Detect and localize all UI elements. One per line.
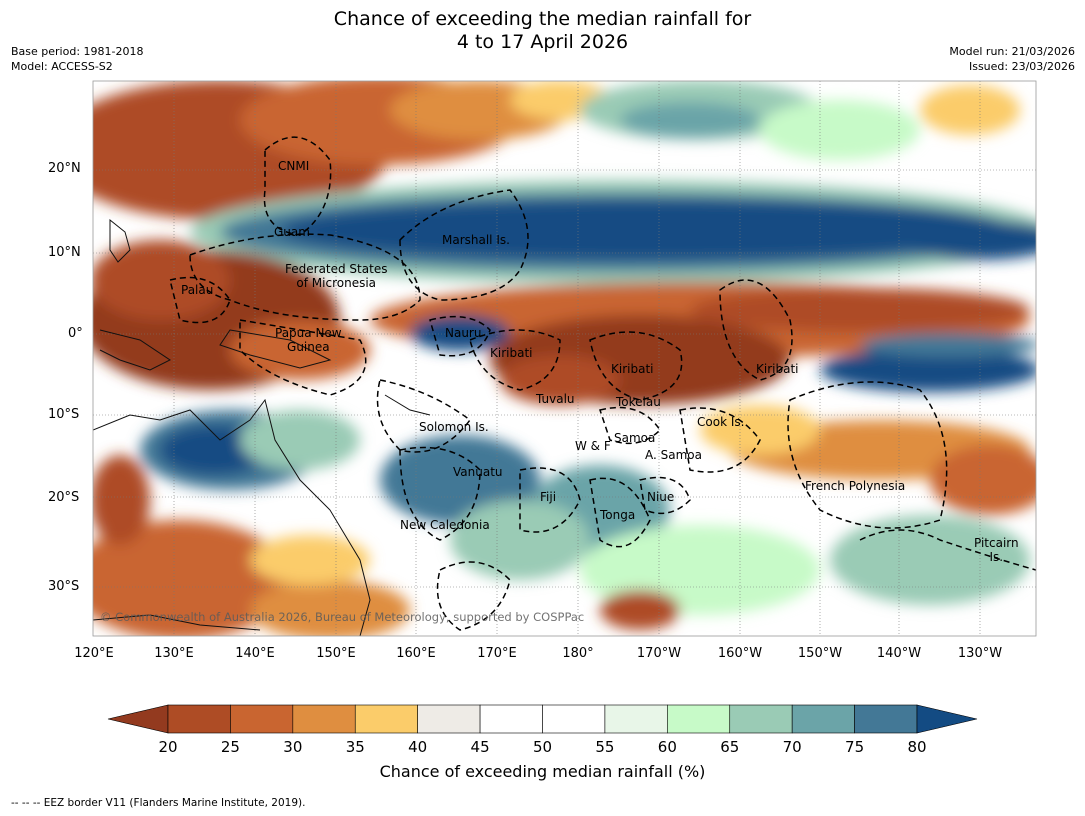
colorbar-tick-label: 40 — [408, 738, 428, 756]
base-period: Base period: 1981-2018 — [11, 45, 144, 58]
place-pitcairn-line2: Is. — [989, 550, 1004, 564]
place-solomon: Solomon Is. — [419, 420, 489, 434]
place-wallis-futuna: W & F — [575, 439, 611, 453]
place-png: Papua New Guinea — [275, 326, 342, 354]
place-nauru: Nauru — [445, 326, 482, 340]
place-fiji: Fiji — [540, 490, 557, 504]
lat-label-20s: 20°S — [48, 490, 80, 505]
title-line-2: 4 to 17 April 2026 — [456, 31, 629, 53]
copyright-notice: © Commonwealth of Australia 2026, Bureau… — [100, 610, 585, 624]
model-run: Model run: 21/03/2026 — [949, 45, 1075, 58]
place-kiribati-central: Kiribati — [611, 362, 654, 376]
place-fsm: Federated States of Micronesia — [285, 262, 387, 290]
place-fsm-line2: of Micronesia — [296, 276, 377, 290]
coastlines — [93, 218, 431, 636]
place-cnmi: CNMI — [278, 159, 310, 173]
place-samoa: Samoa — [614, 431, 656, 445]
place-png-line2: Guinea — [287, 340, 330, 354]
issued-date: Issued: 23/03/2026 — [968, 60, 1075, 73]
lon-label-160w: 160°W — [717, 646, 763, 661]
place-tuvalu: Tuvalu — [536, 392, 575, 406]
lon-label-120e: 120°E — [74, 646, 114, 661]
colorbar-tick-label: 20 — [158, 738, 178, 756]
footnote: -- -- -- EEZ border V11 (Flanders Marine… — [11, 797, 306, 809]
lon-label-170e: 170°E — [477, 646, 517, 661]
lon-label-150w: 150°W — [797, 646, 843, 661]
lon-label-140e: 140°E — [235, 646, 275, 661]
colorbar-tick-label: 65 — [720, 738, 740, 756]
place-new-caledonia: New Caledonia — [400, 518, 490, 532]
place-pitcairn: Pitcairn Is. — [974, 536, 1019, 564]
lon-label-130e: 130°E — [154, 646, 194, 661]
place-cook-islands: Cook Is. — [697, 415, 745, 429]
colorbar-tick-label: 80 — [907, 738, 927, 756]
place-guam: Guam — [274, 225, 310, 239]
colorbar-label: Chance of exceeding median rainfall (%) — [379, 762, 706, 781]
rainfall-field — [93, 81, 1036, 636]
lat-label-20n: 20°N — [48, 161, 81, 176]
lat-label-30s: 30°S — [48, 579, 80, 594]
colorbar-tick-label: 50 — [532, 738, 553, 756]
place-tonga: Tonga — [600, 508, 636, 522]
eez-borders — [169, 136, 1036, 631]
lat-label-10s: 10°S — [48, 407, 80, 422]
lat-label-0: 0° — [68, 326, 83, 341]
graticule — [93, 81, 1036, 636]
lon-label-180: 180° — [562, 646, 594, 661]
place-kiribati-west: Kiribati — [490, 346, 533, 360]
lon-label-170w: 170°W — [636, 646, 682, 661]
place-marshall: Marshall Is. — [442, 233, 510, 247]
title-line-1: Chance of exceeding the median rainfall … — [333, 8, 752, 30]
model-name: Model: ACCESS-S2 — [11, 60, 113, 73]
place-kiribati-east: Kiribati — [756, 362, 799, 376]
map-title: Chance of exceeding the median rainfall … — [0, 8, 1085, 54]
meta-right: Model run: 21/03/2026 Issued: 23/03/2026 — [949, 44, 1075, 74]
lon-label-130w: 130°W — [957, 646, 1003, 661]
lat-label-10n: 10°N — [48, 245, 81, 260]
place-palau: Palau — [181, 283, 214, 297]
place-french-polynesia: French Polynesia — [805, 479, 906, 493]
colorbar-tick-label: 70 — [782, 738, 802, 756]
place-american-samoa: A. Samoa — [645, 448, 702, 462]
colorbar-tick-label: 75 — [845, 738, 865, 756]
colorbar-tick-label: 25 — [220, 738, 240, 756]
place-pitcairn-line1: Pitcairn — [974, 536, 1019, 550]
place-niue: Niue — [647, 490, 675, 504]
lon-label-150e: 150°E — [316, 646, 356, 661]
colorbar-tick-label: 45 — [470, 738, 490, 756]
lon-label-160e: 160°E — [396, 646, 436, 661]
lon-label-140w: 140°W — [876, 646, 922, 661]
place-fsm-line1: Federated States — [285, 262, 388, 276]
place-vanuatu: Vanuatu — [453, 465, 503, 479]
colorbar-tick-label: 60 — [657, 738, 677, 756]
colorbar-tick-label: 35 — [345, 738, 365, 756]
colorbar-tick-label: 55 — [595, 738, 615, 756]
meta-left: Base period: 1981-2018 Model: ACCESS-S2 — [11, 44, 143, 74]
colorbar-tick-label: 30 — [283, 738, 303, 756]
place-tokelau: Tokelau — [616, 395, 661, 409]
place-png-line1: Papua New — [275, 326, 342, 340]
